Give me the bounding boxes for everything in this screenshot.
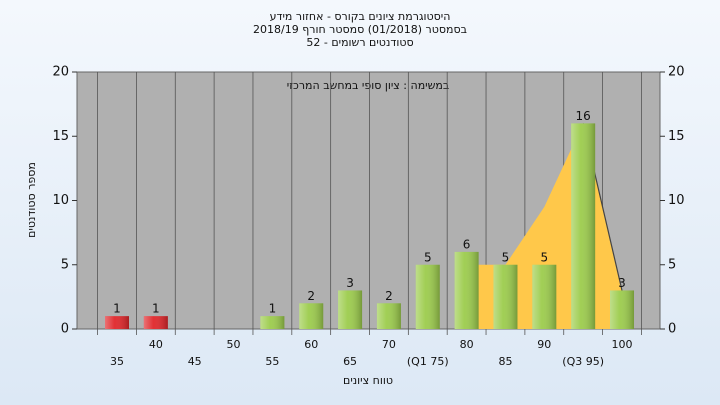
x-tick-label: 55 — [265, 355, 279, 368]
value-label: 5 — [540, 250, 548, 264]
bar-shade — [571, 123, 596, 330]
x-axis-label: טווח ציונים — [343, 374, 393, 387]
y-tick-label: 15 — [52, 129, 69, 144]
value-label: 3 — [346, 276, 354, 290]
value-label: 1 — [152, 302, 160, 316]
bar-shade — [415, 264, 440, 329]
x-tick-label: 70 — [382, 338, 396, 351]
x-tick-label: (Q1 75) — [407, 355, 449, 368]
title-line: היסטוגרמת ציונים בקורס - אחזור מידע — [270, 10, 451, 23]
value-label: 2 — [307, 289, 315, 303]
bar-shade — [610, 290, 634, 329]
y2-tick-label: 0 — [668, 322, 676, 337]
value-label: 5 — [424, 250, 432, 264]
x-tick-label: 50 — [227, 338, 241, 351]
y-tick-label: 5 — [61, 257, 69, 272]
bar-shade — [493, 264, 518, 329]
value-label: 1 — [269, 302, 277, 316]
bar-shade — [299, 303, 324, 329]
bar-shade — [376, 303, 401, 329]
value-label: 2 — [385, 289, 393, 303]
x-tick-label: 60 — [304, 338, 318, 351]
title-line: בסמסטר (01/2018) סמסטר חורף 2018/19 — [253, 23, 467, 36]
y2-tick-label: 10 — [668, 193, 685, 208]
x-tick-label: 40 — [149, 338, 163, 351]
title-line: סטודנטים רשומים - 52 — [306, 36, 413, 49]
value-label: 3 — [618, 276, 626, 290]
annotation: במשימה : ציון סופי במחשב המרכזי — [287, 79, 450, 92]
value-label: 16 — [576, 109, 591, 123]
bar-shade — [454, 251, 479, 329]
bar-shade — [143, 316, 168, 329]
bar-shade — [532, 264, 557, 329]
y-tick-label: 0 — [61, 322, 69, 337]
x-tick-label: 35 — [110, 355, 124, 368]
y2-tick-label: 15 — [668, 129, 685, 144]
y2-tick-label: 5 — [668, 257, 676, 272]
y-tick-label: 20 — [52, 65, 69, 80]
x-tick-label: 100 — [612, 338, 633, 351]
value-label: 6 — [463, 237, 471, 251]
bar-shade — [260, 316, 285, 329]
value-label: 5 — [502, 250, 510, 264]
bar-shade — [105, 316, 129, 329]
y-tick-label: 10 — [52, 193, 69, 208]
bar-shade — [338, 290, 363, 329]
x-tick-label: 90 — [537, 338, 551, 351]
x-tick-label: 80 — [460, 338, 474, 351]
x-tick-label: 45 — [188, 355, 202, 368]
x-tick-label: (Q3 95) — [562, 355, 604, 368]
x-tick-label: 65 — [343, 355, 357, 368]
y-axis-label: מספר סטודנטים — [25, 162, 38, 238]
value-label: 1 — [113, 302, 121, 316]
x-tick-label: 85 — [498, 355, 512, 368]
y2-tick-label: 20 — [668, 65, 685, 80]
